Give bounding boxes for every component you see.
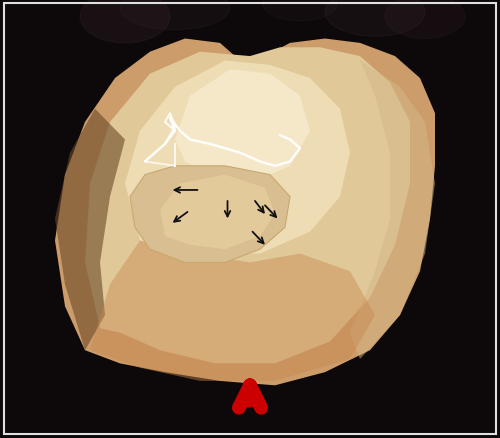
Ellipse shape bbox=[80, 0, 170, 44]
Polygon shape bbox=[90, 241, 375, 381]
Polygon shape bbox=[175, 70, 310, 184]
Polygon shape bbox=[350, 61, 435, 359]
Ellipse shape bbox=[262, 0, 338, 22]
Polygon shape bbox=[55, 110, 125, 350]
Ellipse shape bbox=[120, 0, 230, 31]
Ellipse shape bbox=[385, 0, 465, 39]
Polygon shape bbox=[55, 39, 435, 385]
Polygon shape bbox=[130, 166, 290, 263]
Polygon shape bbox=[160, 175, 275, 250]
Polygon shape bbox=[125, 61, 350, 254]
Ellipse shape bbox=[325, 0, 425, 37]
Polygon shape bbox=[85, 48, 410, 364]
